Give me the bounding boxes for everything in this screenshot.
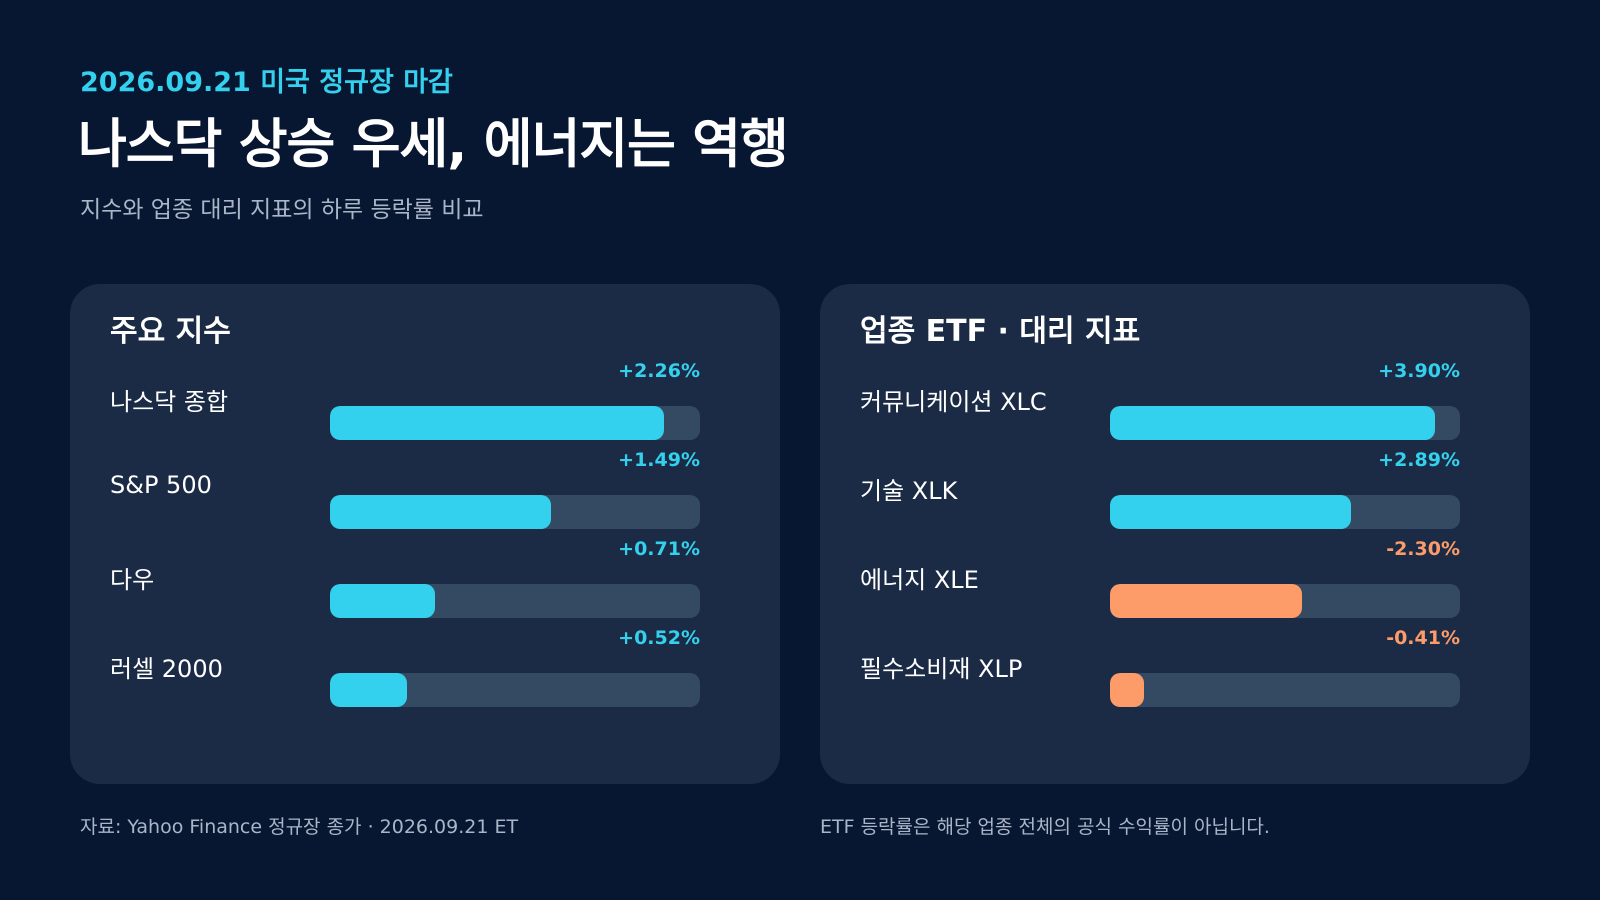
bar-value-label: +0.71% xyxy=(618,538,700,560)
bar-value-label: -0.41% xyxy=(1386,627,1460,649)
bar-row: 필수소비재 XLP -0.41% xyxy=(820,623,1530,707)
bar-label: 커뮤니케이션 XLC xyxy=(860,388,1047,416)
bar-label: 필수소비재 XLP xyxy=(860,655,1023,683)
bar-fill xyxy=(330,584,436,618)
bar-label: 에너지 XLE xyxy=(860,566,979,594)
bar-track xyxy=(330,584,700,618)
bar-label: S&P 500 xyxy=(110,471,212,499)
date-line: 2026.09.21 미국 정규장 마감 xyxy=(80,67,453,98)
bar-fill xyxy=(330,673,407,707)
bar-fill xyxy=(1110,406,1435,440)
bar-fill xyxy=(330,406,665,440)
disclaimer-note: ETF 등락률은 해당 업종 전체의 공식 수익률이 아닙니다. xyxy=(820,816,1270,838)
headline: 나스닥 상승 우세, 에너지는 역행 xyxy=(78,114,789,175)
bar-track xyxy=(330,495,700,529)
bar-track xyxy=(330,406,700,440)
bar-track xyxy=(1110,673,1460,707)
sector-panel: 업종 ETF · 대리 지표 커뮤니케이션 XLC +3.90% 기술 XLK +2.… xyxy=(820,284,1530,784)
bar-track xyxy=(330,673,700,707)
bar-track xyxy=(1110,406,1460,440)
subtitle: 지수와 업종 대리 지표의 하루 등락률 비교 xyxy=(80,197,484,223)
bar-row: 나스닥 종합 +2.26% xyxy=(70,356,780,440)
bar-track xyxy=(1110,584,1460,618)
bar-label: 나스닥 종합 xyxy=(110,388,229,416)
bar-row: S&P 500 +1.49% xyxy=(70,445,780,529)
bar-value-label: +3.90% xyxy=(1378,360,1460,382)
panel-title: 업종 ETF · 대리 지표 xyxy=(860,314,1141,349)
bar-fill xyxy=(330,495,551,529)
bar-value-label: -2.30% xyxy=(1386,538,1460,560)
bar-row: 에너지 XLE -2.30% xyxy=(820,534,1530,618)
bar-row: 러셀 2000 +0.52% xyxy=(70,623,780,707)
bar-value-label: +2.89% xyxy=(1378,449,1460,471)
bar-value-label: +2.26% xyxy=(618,360,700,382)
bar-label: 기술 XLK xyxy=(860,477,958,505)
bar-row: 커뮤니케이션 XLC +3.90% xyxy=(820,356,1530,440)
bar-row: 기술 XLK +2.89% xyxy=(820,445,1530,529)
panel-title: 주요 지수 xyxy=(110,314,231,349)
bar-fill xyxy=(1110,584,1302,618)
bar-fill xyxy=(1110,495,1351,529)
bar-label: 러셀 2000 xyxy=(110,655,223,683)
bar-fill xyxy=(1110,673,1145,707)
bar-row: 다우 +0.71% xyxy=(70,534,780,618)
bar-track xyxy=(1110,495,1460,529)
bar-value-label: +0.52% xyxy=(618,627,700,649)
bar-label: 다우 xyxy=(110,566,155,594)
bar-value-label: +1.49% xyxy=(618,449,700,471)
source-note: 자료: Yahoo Finance 정규장 종가 · 2026.09.21 ET xyxy=(80,816,519,838)
index-panel: 주요 지수 나스닥 종합 +2.26% S&P 500 +1.49% 다우 +0.71% 러… xyxy=(70,284,780,784)
